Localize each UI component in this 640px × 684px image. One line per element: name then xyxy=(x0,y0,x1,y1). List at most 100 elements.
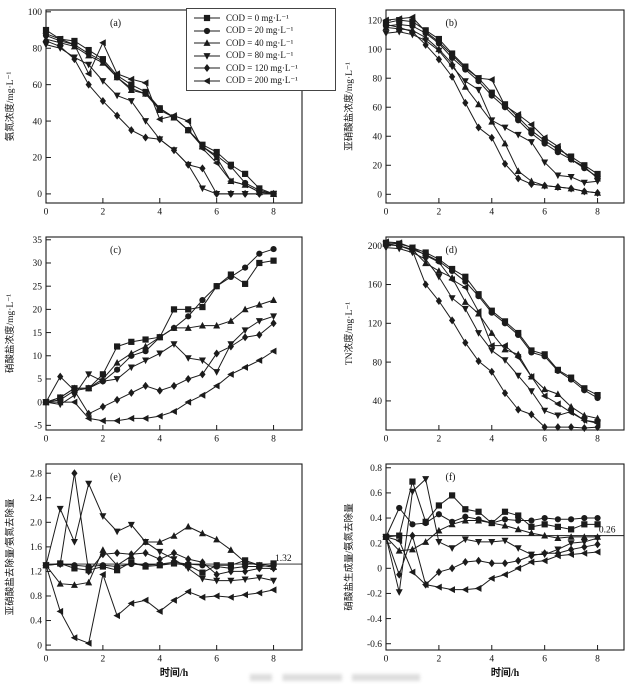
svg-text:6: 6 xyxy=(542,208,547,218)
x-axis: 0 2 4 6 8 xyxy=(44,645,276,665)
series-triangle-left xyxy=(42,561,277,647)
legend-item: COD = 200 mg·L⁻¹ xyxy=(193,75,331,88)
svg-text:4: 4 xyxy=(489,208,494,218)
x-axis-title: 时间/h xyxy=(491,666,520,679)
svg-text:15: 15 xyxy=(33,329,43,339)
svg-text:80: 80 xyxy=(373,358,383,368)
svg-text:1.6: 1.6 xyxy=(30,543,42,553)
svg-text:4: 4 xyxy=(157,435,162,445)
svg-text:0.4: 0.4 xyxy=(370,514,382,524)
svg-text:0: 0 xyxy=(377,190,382,200)
y-axis: 0 20 40 60 80 100 120 xyxy=(368,16,391,200)
svg-text:100: 100 xyxy=(28,8,43,18)
svg-text:20: 20 xyxy=(33,306,43,316)
y-axis-title: TN浓度/mg·L⁻¹ xyxy=(343,302,355,365)
svg-text:0: 0 xyxy=(377,565,382,575)
legend-label: COD = 40 mg·L⁻¹ xyxy=(226,37,294,48)
panel-d-chart: 0 2 4 6 8 40 80 120 160 200 TN浓度/mg·L⁻¹ (d) xyxy=(320,227,640,454)
legend-marker-triangle-down xyxy=(194,52,220,60)
y-axis-title: 氨氮浓度/mg·L⁻¹ xyxy=(4,72,16,142)
svg-text:-5: -5 xyxy=(34,422,42,432)
svg-text:40: 40 xyxy=(373,397,383,407)
svg-text:2: 2 xyxy=(101,655,106,665)
legend-label: COD = 80 mg·L⁻¹ xyxy=(226,50,294,61)
y-axis: 40 80 120 160 200 xyxy=(368,242,391,407)
svg-text:20: 20 xyxy=(373,161,383,171)
svg-text:-0.6: -0.6 xyxy=(367,640,382,650)
svg-text:0.2: 0.2 xyxy=(370,539,382,549)
svg-text:0.6: 0.6 xyxy=(370,489,382,499)
plot-box xyxy=(385,463,625,651)
svg-text:80: 80 xyxy=(373,74,383,84)
series-triangle-left xyxy=(382,238,601,427)
svg-text:0: 0 xyxy=(384,655,389,665)
svg-text:2: 2 xyxy=(437,655,442,665)
svg-text:120: 120 xyxy=(368,16,383,26)
series-triangle-up xyxy=(382,23,602,196)
series-triangle-down xyxy=(42,480,278,585)
svg-text:2.0: 2.0 xyxy=(30,519,42,529)
svg-text:0: 0 xyxy=(37,641,42,651)
svg-text:35: 35 xyxy=(33,236,43,246)
plot-box xyxy=(45,9,303,204)
svg-text:8: 8 xyxy=(595,208,600,218)
svg-text:0: 0 xyxy=(384,435,389,445)
svg-text:4: 4 xyxy=(489,435,494,445)
legend-label: COD = 200 mg·L⁻¹ xyxy=(226,75,298,86)
svg-text:1.2: 1.2 xyxy=(30,568,42,578)
svg-text:200: 200 xyxy=(368,242,383,252)
svg-text:4: 4 xyxy=(489,655,494,665)
legend-item: COD = 80 mg·L⁻¹ xyxy=(193,50,331,63)
svg-text:20: 20 xyxy=(33,154,43,164)
series-triangle-left xyxy=(382,13,601,182)
svg-text:0: 0 xyxy=(44,655,49,665)
legend-marker-square xyxy=(194,15,220,22)
legend-marker-triangle-up xyxy=(194,39,220,47)
svg-text:2: 2 xyxy=(437,208,442,218)
x-axis: 0 2 4 6 8 xyxy=(44,425,276,445)
svg-text:4: 4 xyxy=(157,655,162,665)
panel-a-chart: 0 2 4 6 8 0 20 40 60 80 100 氨氮浓度/mg·L⁻¹ (a) xyxy=(0,0,320,227)
svg-text:6: 6 xyxy=(214,208,219,218)
svg-text:0: 0 xyxy=(44,208,49,218)
svg-text:0.8: 0.8 xyxy=(30,592,42,602)
svg-text:60: 60 xyxy=(33,81,43,91)
svg-text:0.8: 0.8 xyxy=(370,464,382,474)
y-axis-title: 硝酸盐生成量/氨氮去除量 xyxy=(343,503,355,611)
svg-text:40: 40 xyxy=(33,117,43,127)
reference-value: 1.32 xyxy=(275,554,292,564)
svg-text:100: 100 xyxy=(368,45,383,55)
x-axis-title: 时间/h xyxy=(160,666,189,679)
x-axis: 0 2 4 6 8 xyxy=(44,198,276,218)
svg-text:160: 160 xyxy=(368,281,383,291)
panel-f-chart: 0 2 4 6 8 -0.6 -0.4 -0.2 0 0.2 0.4 0.6 0.8 硝酸盐生成量/氨氮去… xyxy=(320,454,640,684)
y-axis-title: 亚硝酸盐浓度/mg·L⁻¹ xyxy=(343,62,355,151)
panel-label: (e) xyxy=(110,472,121,483)
panel-label: (f) xyxy=(446,472,456,483)
panel-b-chart: 0 2 4 6 8 0 20 40 60 80 100 120 亚硝酸盐浓度/mg·L⁻¹ (b) xyxy=(320,0,640,227)
legend-item: COD = 20 mg·L⁻¹ xyxy=(193,25,331,38)
panel-e-svg: 0 2 4 6 8 0 0.4 0.8 1.2 1.6 2.0 2.4 2.8 亚硝酸盐去除量/氨氮去除量… xyxy=(4,463,303,679)
svg-text:2.8: 2.8 xyxy=(30,469,42,479)
series-triangle-left xyxy=(42,347,277,425)
panel-c-chart: 0 2 4 6 8 -5 0 5 10 15 20 25 30 35 硝酸盐浓度/mg·L⁻¹ (c) xyxy=(0,227,320,454)
series-diamond xyxy=(42,469,277,579)
series-triangle-down xyxy=(382,28,602,187)
svg-text:2.4: 2.4 xyxy=(30,494,42,504)
svg-text:0: 0 xyxy=(44,435,49,445)
y-axis: 0 20 40 60 80 100 xyxy=(28,8,51,200)
series-diamond xyxy=(42,36,277,198)
svg-text:120: 120 xyxy=(368,320,383,330)
x-axis: 0 2 4 6 8 xyxy=(384,645,600,665)
panel-label: (b) xyxy=(446,18,458,29)
plot-box xyxy=(385,9,625,204)
panel-f-svg: 0 2 4 6 8 -0.6 -0.4 -0.2 0 0.2 0.4 0.6 0.8 硝酸盐生成量/氨氮去… xyxy=(343,463,625,679)
svg-text:-0.2: -0.2 xyxy=(367,590,382,600)
svg-text:6: 6 xyxy=(542,655,547,665)
svg-text:10: 10 xyxy=(33,352,43,362)
series-circle xyxy=(42,245,277,406)
